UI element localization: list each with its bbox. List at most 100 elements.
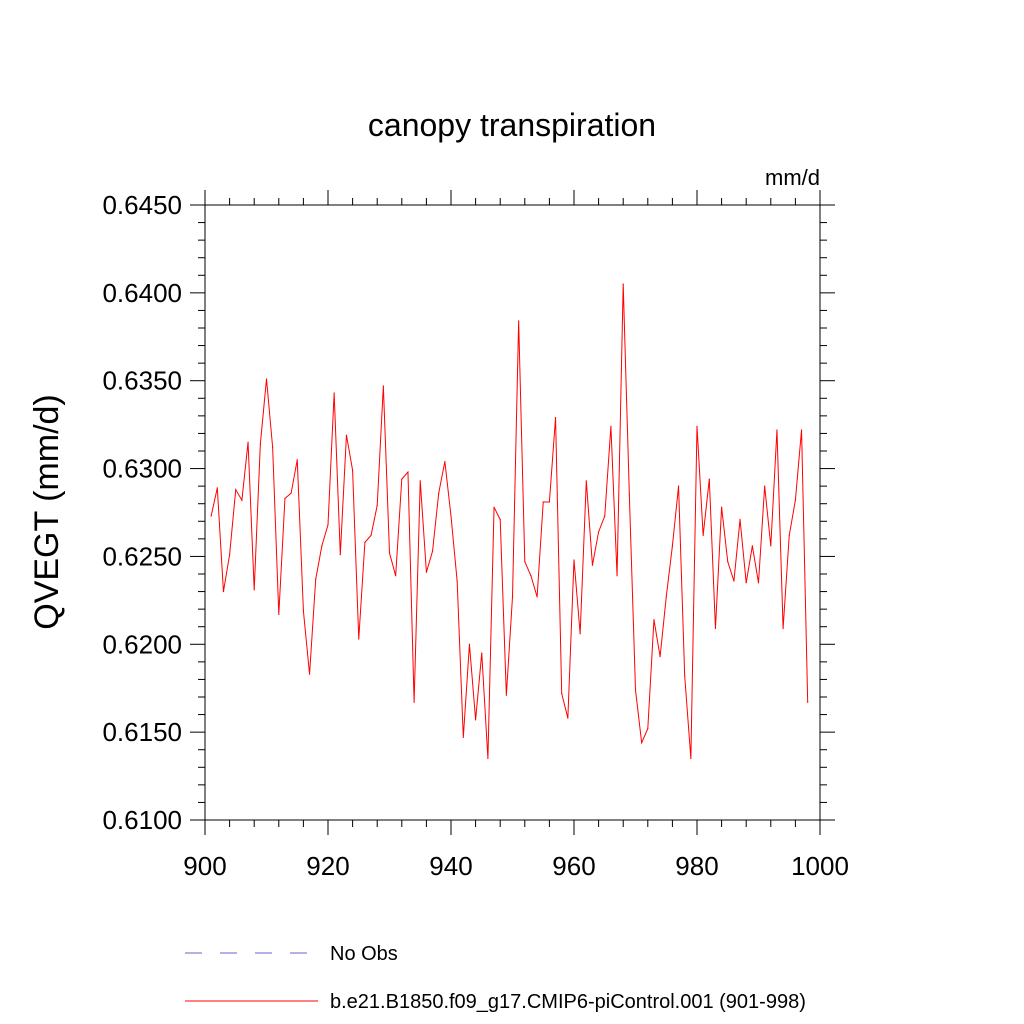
data-point [308,673,311,675]
data-point [272,446,274,449]
x-tick-label: 900 [183,851,226,881]
data-point [302,610,304,612]
data-point [659,655,661,658]
data-point [782,627,784,630]
data-point [604,515,606,517]
data-point [284,497,286,500]
y-tick-label: 0.6100 [102,805,182,835]
data-point [431,550,434,552]
data-point [265,378,268,380]
data-point [542,501,544,503]
data-point [634,689,637,691]
data-point [475,719,477,721]
data-point [671,545,674,547]
legend: No Obs b.e21.B1850.f09_g17.CMIP6-piContr… [185,943,806,1013]
data-point [739,518,741,521]
data-point [530,575,532,577]
data-point [376,504,378,507]
data-point [770,545,772,547]
data-point [727,561,729,563]
data-point [616,575,618,577]
data-point [456,580,458,582]
y-tick-label: 0.6450 [102,190,182,220]
data-point [721,506,723,508]
data-point [438,492,440,494]
data-point [450,515,452,517]
x-tick-label: 1000 [791,851,849,881]
minor-ticks [198,198,827,827]
data-point [788,534,790,536]
chart-title: canopy transpiration [368,107,656,143]
data-point [364,541,366,543]
data-point [327,524,329,526]
data-point [684,675,686,677]
data-point [395,575,397,577]
x-tick-label: 980 [675,851,718,881]
y-tick-label: 0.6300 [102,454,182,484]
data-point [647,728,649,730]
series-line [210,284,809,759]
data-point [690,757,692,760]
data-point [524,561,526,563]
series-points [210,283,809,760]
data-point [665,596,667,598]
y-tick-label: 0.6150 [102,717,182,747]
legend-label-model: b.e21.B1850.f09_g17.CMIP6-piControl.001 … [330,991,806,1013]
data-point [794,499,797,501]
x-tick-label: 960 [552,851,595,881]
x-tick-label: 940 [429,851,472,881]
x-tick-labels: 900 920 940 960 980 1000 [183,851,849,881]
data-point [776,429,778,431]
data-point [499,518,501,521]
data-point [388,552,391,554]
data-point [241,499,243,501]
data-point [677,485,680,487]
data-point [259,443,261,445]
data-point [222,590,225,593]
data-point [598,531,600,533]
data-point [247,441,249,443]
x-tick-label: 920 [306,851,349,881]
data-point [511,596,514,598]
data-point [444,460,446,463]
data-point [714,627,717,630]
data-point [610,425,612,427]
data-point [278,613,280,616]
y-tick-label: 0.6350 [102,366,182,396]
data-point [573,559,575,561]
data-point [481,652,483,654]
data-point [462,736,464,739]
data-point [333,392,335,394]
data-point [296,459,298,461]
data-point [321,545,323,547]
data-point [407,471,409,473]
data-point [591,564,594,566]
data-point [696,425,698,427]
plot-frame [204,204,821,821]
data-point [401,478,403,480]
data-point [641,742,643,744]
data-point [345,434,348,436]
y-tick-label: 0.6200 [102,629,182,659]
data-point [468,643,471,645]
data-point [733,580,735,582]
data-point [339,554,341,556]
y-tick-label: 0.6400 [102,278,182,308]
data-point [487,757,489,760]
data-point [561,692,563,695]
data-point [745,582,747,584]
data-point [622,283,624,285]
data-point [210,515,212,517]
data-point [628,494,630,496]
data-point [536,596,538,598]
data-point [493,506,495,508]
major-ticks [190,190,835,835]
data-point [216,487,218,489]
data-point [370,534,372,536]
data-point [235,489,237,491]
data-point [425,571,427,573]
data-point [807,701,809,703]
data-point [764,485,766,487]
data-point [579,633,581,635]
